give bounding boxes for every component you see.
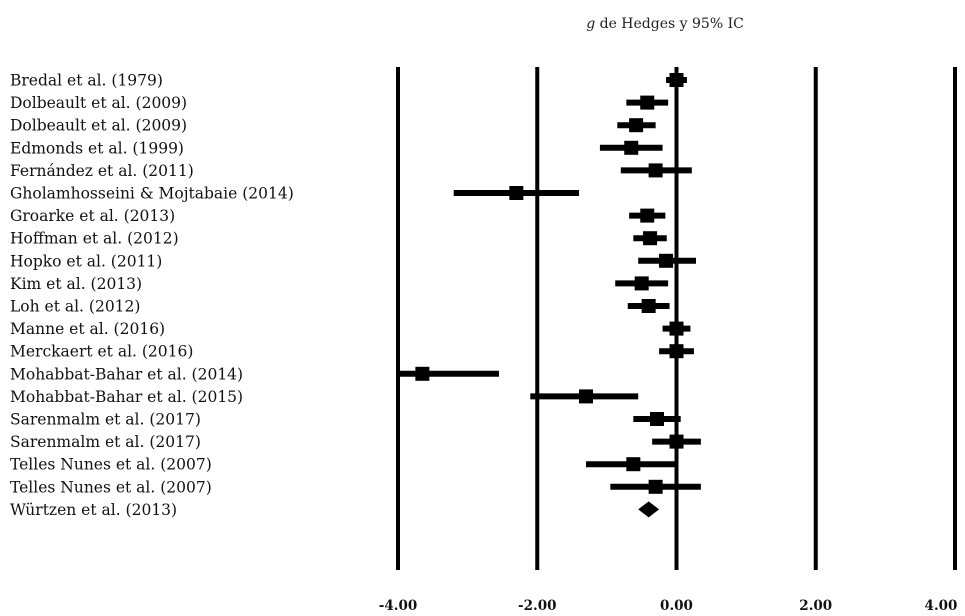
effect-marker — [509, 186, 524, 200]
study-row: Manne et al. (2016) — [10, 320, 691, 338]
chart-title-text: de Hedges y 95% IC — [595, 16, 744, 32]
reference-lines — [396, 67, 957, 570]
study-row: Würtzen et al. (2013) — [10, 501, 660, 519]
summary-diamond — [638, 501, 660, 518]
effect-marker — [650, 412, 665, 426]
study-label: Telles Nunes et al. (2007) — [10, 456, 212, 474]
effect-marker — [669, 344, 684, 359]
x-tick-label: 2.00 — [799, 598, 832, 614]
effect-marker — [648, 163, 663, 178]
study-label: Würtzen et al. (2013) — [10, 501, 177, 519]
study-row: Telles Nunes et al. (2007) — [10, 478, 701, 496]
chart-title: g de Hedges y 95% IC — [586, 16, 744, 32]
study-label: Mohabbat-Bahar et al. (2014) — [10, 365, 243, 383]
study-row: Bredal et al. (1979) — [10, 72, 687, 90]
study-label: Loh et al. (2012) — [10, 298, 140, 316]
effect-marker — [634, 276, 649, 291]
effect-marker — [629, 118, 644, 133]
x-tick-label: 0.00 — [660, 598, 693, 614]
x-tick-label: -4.00 — [379, 598, 417, 614]
study-label: Telles Nunes et al. (2007) — [10, 478, 212, 496]
study-label: Merckaert et al. (2016) — [10, 343, 193, 361]
chart-title-italic: g — [586, 16, 595, 32]
study-row: Merckaert et al. (2016) — [10, 343, 694, 361]
study-label: Fernández et al. (2011) — [10, 162, 194, 180]
study-row: Telles Nunes et al. (2007) — [10, 456, 677, 474]
study-row: Hoffman et al. (2012) — [10, 230, 667, 248]
study-row: Kim et al. (2013) — [10, 275, 669, 293]
effect-marker — [626, 457, 641, 472]
study-row: Groarke et al. (2013) — [10, 207, 666, 225]
study-row: Dolbeault et al. (2009) — [10, 94, 669, 112]
effect-marker — [415, 366, 430, 381]
effect-marker — [640, 95, 655, 110]
x-tick-label: 4.00 — [925, 598, 958, 614]
study-label: Sarenmalm et al. (2017) — [10, 411, 201, 429]
study-label: Sarenmalm et al. (2017) — [10, 433, 201, 451]
study-label: Edmonds et al. (1999) — [10, 139, 184, 157]
effect-marker — [624, 140, 639, 155]
study-row: Mohabbat-Bahar et al. (2015) — [10, 388, 639, 406]
effect-marker — [669, 434, 684, 449]
study-row: Fernández et al. (2011) — [10, 162, 692, 180]
study-row: Sarenmalm et al. (2017) — [10, 411, 681, 429]
effect-marker — [643, 231, 658, 246]
effect-marker — [641, 299, 656, 313]
study-label: Bredal et al. (1979) — [10, 72, 163, 90]
effect-marker — [669, 73, 684, 87]
study-row: Sarenmalm et al. (2017) — [10, 433, 701, 451]
study-row: Edmonds et al. (1999) — [10, 139, 663, 157]
study-row: Hopko et al. (2011) — [10, 252, 696, 270]
study-label: Gholamhosseini & Mojtabaie (2014) — [10, 185, 294, 203]
study-row: Gholamhosseini & Mojtabaie (2014) — [10, 185, 580, 203]
study-label: Hopko et al. (2011) — [10, 252, 162, 270]
effect-marker — [648, 479, 663, 494]
study-label: Dolbeault et al. (2009) — [10, 94, 187, 112]
study-label: Kim et al. (2013) — [10, 275, 142, 293]
study-label: Dolbeault et al. (2009) — [10, 117, 187, 135]
study-row: Mohabbat-Bahar et al. (2014) — [10, 365, 499, 383]
effect-marker — [659, 253, 674, 268]
effect-marker — [640, 208, 655, 223]
study-label: Mohabbat-Bahar et al. (2015) — [10, 388, 243, 406]
study-label: Groarke et al. (2013) — [10, 207, 175, 225]
study-row: Loh et al. (2012) — [10, 298, 670, 316]
study-label: Manne et al. (2016) — [10, 320, 165, 338]
x-axis-ticks: -4.00 -2.00 0.00 2.00 4.00 — [379, 598, 958, 614]
effect-marker — [669, 321, 684, 336]
study-rows: Bredal et al. (1979) Dolbeault et al. (20… — [10, 72, 701, 519]
effect-marker — [578, 389, 593, 404]
study-row: Dolbeault et al. (2009) — [10, 117, 656, 135]
study-label: Hoffman et al. (2012) — [10, 230, 179, 248]
x-tick-label: -2.00 — [518, 598, 556, 614]
